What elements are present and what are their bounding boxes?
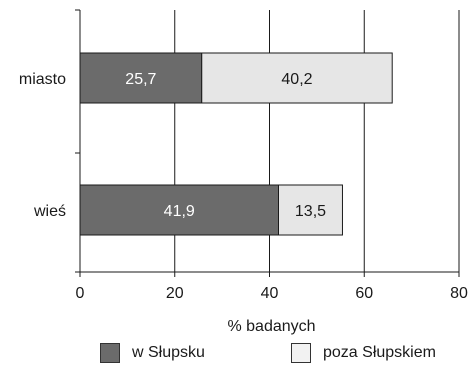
x-tick-label-40: 40 [261,285,279,302]
bar-1-series-0 [79,184,280,236]
legend-item-poza-slupskiem: poza Słupskiem [291,343,436,363]
data-label-1-series-0: 41,9 [164,203,195,220]
legend-swatch-poza-slupskiem [291,343,311,363]
x-tick-label-20: 20 [166,285,184,302]
data-label-0-series-0: 25,7 [125,71,156,88]
legend-label-w-slupsku: w Słupsku [132,344,205,361]
legend: w Słupsku poza Słupskiem [0,343,470,371]
data-label-1-series-1: 13,5 [295,203,326,220]
data-label-0-series-1: 40,2 [281,71,312,88]
legend-label-poza-slupskiem: poza Słupskiem [323,344,436,361]
category-label-1: wieś [33,203,66,220]
bar-1-series-1 [278,184,343,236]
x-tick-label-60: 60 [355,285,373,302]
bar-0-series-1 [201,52,393,104]
legend-swatch-w-slupsku [100,343,120,363]
x-tick-label-80: 80 [450,285,468,302]
category-label-0: miasto [19,71,66,88]
x-axis-title: % badanych [227,318,315,335]
legend-item-w-slupsku: w Słupsku [100,343,205,363]
x-tick-label-0: 0 [76,285,85,302]
